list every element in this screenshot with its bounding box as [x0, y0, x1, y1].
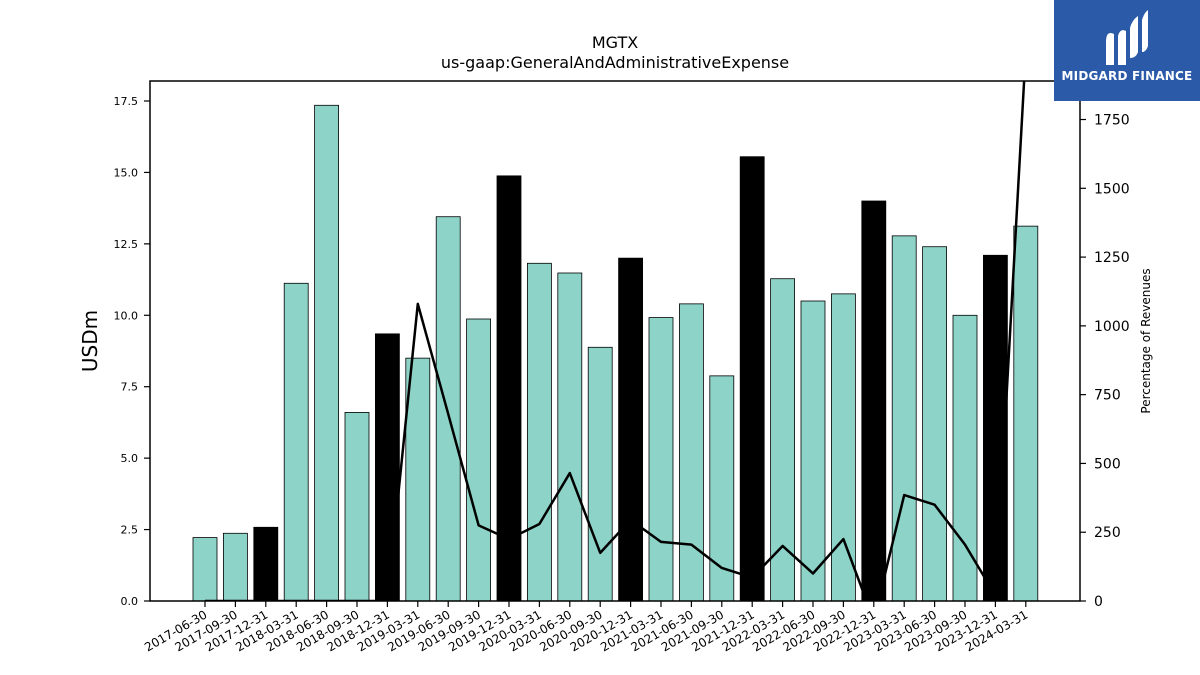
y-tick-label-left: 12.5	[114, 238, 139, 251]
y-tick-label-left: 7.5	[121, 381, 139, 394]
bar-2021-09-30	[709, 375, 735, 602]
x-axis: 2017-06-302017-09-302017-12-312018-03-31…	[142, 601, 1030, 654]
bar-2024-03-31	[1013, 225, 1039, 602]
bar-2022-03-31	[770, 278, 795, 602]
bar-2020-06-30	[557, 272, 583, 602]
y-tick-label-right: 1500	[1094, 181, 1130, 197]
logo-mark-icon	[1106, 10, 1148, 66]
bar-2021-06-30	[679, 303, 704, 602]
y-tick-label-right: 250	[1094, 525, 1121, 541]
plot-frame	[149, 80, 1081, 602]
y-axis-label-left: USDm	[78, 310, 102, 372]
y-tick-label-left: 5.0	[121, 452, 139, 465]
brand-logo: MIDGARD FINANCE	[1054, 0, 1200, 101]
chart-subtitle: us-gaap:GeneralAndAdministrativeExpense	[441, 53, 789, 72]
y-tick-label-left: 15.0	[114, 166, 139, 179]
y-tick-label-right: 1000	[1094, 319, 1130, 335]
percentage-of-revenues-line	[205, 81, 1026, 601]
bar-2021-12-31	[739, 156, 765, 602]
bar-2019-06-30	[435, 216, 461, 602]
y-tick-label-right: 1250	[1094, 250, 1130, 266]
bar-2022-09-30	[831, 293, 856, 602]
bar-2017-12-31	[253, 526, 279, 602]
y-axis-right: 0 250 500 750 1000 1250 1500 1750	[1080, 113, 1130, 610]
bar-2017-09-30	[222, 532, 248, 602]
bar-2019-09-30	[466, 318, 492, 602]
bar-2019-03-31	[405, 357, 431, 602]
bar-2017-06-30	[192, 537, 218, 602]
bar-2018-06-30	[314, 104, 340, 602]
y-tick-label-right: 750	[1094, 388, 1121, 404]
y-tick-label-right: 0	[1094, 594, 1103, 610]
bar-2022-12-31	[861, 200, 887, 602]
bar-2018-12-31	[374, 333, 400, 602]
y-tick-label-right: 1750	[1094, 113, 1130, 129]
bar-2018-09-30	[344, 412, 370, 602]
bar-series	[192, 104, 1039, 602]
bar-2020-09-30	[587, 346, 613, 602]
logo-text: MIDGARD FINANCE	[1061, 69, 1193, 83]
y-axis-label-right: Percentage of Revenues	[1139, 268, 1153, 413]
bar-2023-06-30	[922, 246, 947, 602]
bar-2023-03-31	[891, 235, 917, 602]
bar-2021-03-31	[648, 317, 674, 602]
bar-2022-06-30	[800, 300, 826, 602]
line-series	[205, 81, 1026, 601]
bar-2023-09-30	[952, 314, 978, 602]
y-tick-label-right: 500	[1094, 456, 1121, 472]
bar-2019-12-31	[496, 175, 522, 602]
bar-2020-12-31	[618, 257, 643, 602]
y-axis-left: 0.0 2.5 5.0 7.5 10.0 12.5 15.0 17.5	[114, 95, 150, 608]
bar-2020-03-31	[527, 262, 552, 602]
chart-title: MGTX	[592, 33, 638, 52]
y-tick-label-left: 0.0	[121, 595, 139, 608]
y-tick-label-left: 17.5	[114, 95, 139, 108]
y-tick-label-left: 10.0	[114, 309, 139, 322]
y-tick-label-left: 2.5	[121, 524, 139, 537]
bar-2018-03-31	[283, 282, 309, 602]
